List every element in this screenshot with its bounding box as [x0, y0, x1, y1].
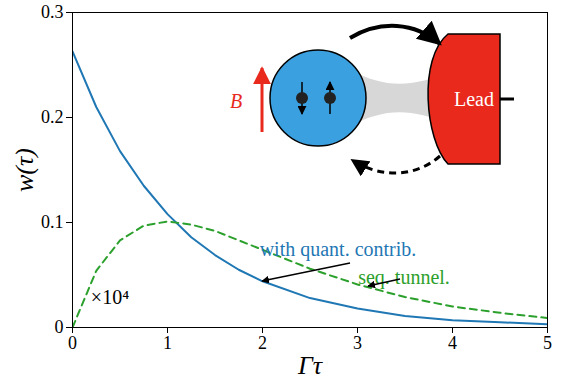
svg-text:0.2: 0.2 — [41, 107, 64, 127]
svg-text:4: 4 — [448, 333, 457, 353]
svg-text:w(τ): w(τ) — [10, 148, 39, 192]
svg-text:Lead: Lead — [454, 88, 494, 110]
svg-text:×10⁴: ×10⁴ — [91, 286, 129, 308]
svg-text:with quant. contrib.: with quant. contrib. — [260, 238, 417, 261]
svg-text:Γτ: Γτ — [297, 351, 324, 380]
svg-text:2: 2 — [258, 333, 267, 353]
svg-text:1: 1 — [163, 333, 172, 353]
svg-text:3: 3 — [353, 333, 362, 353]
svg-text:0.1: 0.1 — [41, 212, 64, 232]
svg-text:0: 0 — [68, 333, 77, 353]
svg-text:0: 0 — [55, 317, 64, 337]
svg-text:0.3: 0.3 — [41, 2, 64, 22]
svg-text:seq. tunnel.: seq. tunnel. — [358, 266, 450, 289]
svg-text:B: B — [230, 90, 242, 112]
svg-text:5: 5 — [543, 333, 552, 353]
